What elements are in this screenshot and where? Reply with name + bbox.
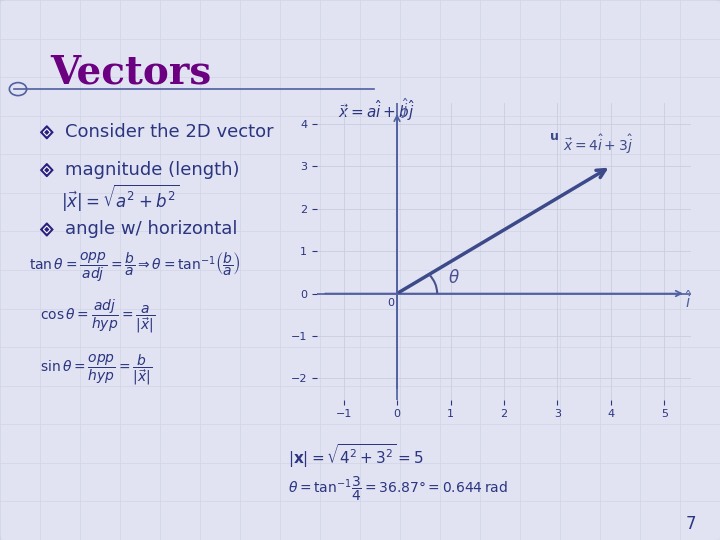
Polygon shape	[41, 126, 53, 139]
Text: $\vec{x} = 4\hat{i} + 3\hat{j}$: $\vec{x} = 4\hat{i} + 3\hat{j}$	[563, 133, 634, 157]
Text: $\hat{j}$: $\hat{j}$	[401, 97, 409, 122]
Text: 7: 7	[686, 515, 696, 533]
Text: $\hat{i}$: $\hat{i}$	[685, 289, 692, 311]
Text: $\theta$: $\theta$	[448, 269, 459, 287]
Text: 0: 0	[387, 298, 394, 308]
Text: angle w/ horizontal: angle w/ horizontal	[65, 220, 238, 239]
Text: $|\vec{x}| = \sqrt{a^2 + b^2}$: $|\vec{x}| = \sqrt{a^2 + b^2}$	[61, 181, 179, 213]
Text: $\tan\theta = \dfrac{opp}{adj} = \dfrac{b}{a} \Rightarrow \theta = \tan^{-1}\!\l: $\tan\theta = \dfrac{opp}{adj} = \dfrac{…	[29, 251, 240, 284]
Text: $\mathbf{u}$: $\mathbf{u}$	[549, 130, 559, 143]
Text: $|\mathbf{x}| = \sqrt{4^2 + 3^2} = 5$: $|\mathbf{x}| = \sqrt{4^2 + 3^2} = 5$	[288, 442, 423, 470]
Polygon shape	[41, 223, 53, 236]
Text: Vectors: Vectors	[50, 54, 212, 92]
Text: $\sin\theta = \dfrac{opp}{hyp} = \dfrac{b}{|\vec{x}|}$: $\sin\theta = \dfrac{opp}{hyp} = \dfrac{…	[40, 353, 152, 387]
Text: Consider the 2D vector: Consider the 2D vector	[65, 123, 274, 141]
Text: $\theta = \tan^{-1}\!\dfrac{3}{4} = 36.87° = 0.644\,\mathrm{rad}$: $\theta = \tan^{-1}\!\dfrac{3}{4} = 36.8…	[288, 475, 508, 503]
Text: $\vec{x} = a\hat{i} + b\hat{j}$: $\vec{x} = a\hat{i} + b\hat{j}$	[338, 98, 415, 123]
Text: magnitude (length): magnitude (length)	[65, 161, 239, 179]
Polygon shape	[41, 164, 53, 177]
Text: $\cos\theta = \dfrac{adj}{hyp} = \dfrac{a}{|\vec{x}|}$: $\cos\theta = \dfrac{adj}{hyp} = \dfrac{…	[40, 297, 155, 335]
